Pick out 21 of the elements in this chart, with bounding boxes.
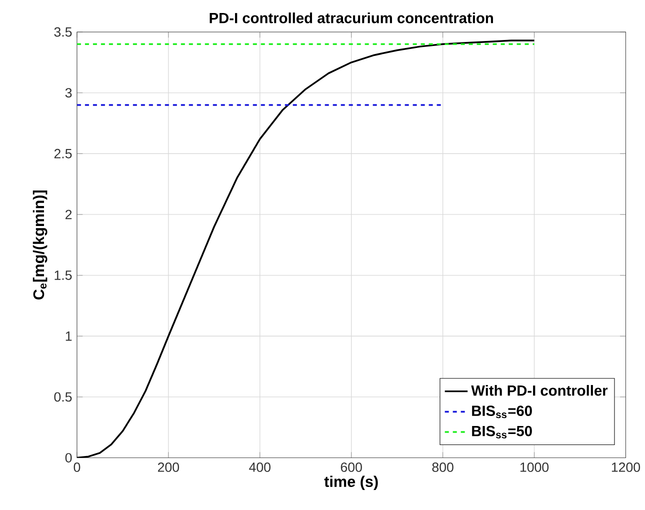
x-tick-label: 800 — [432, 462, 454, 472]
legend-label: BIS$_{ss}$=60 — [472, 406, 532, 418]
y-tick-label: 3 — [65, 88, 72, 98]
x-tick-label: 600 — [340, 462, 362, 472]
legend-label: BIS$_{ss}$=50 — [472, 426, 532, 438]
y-tick-label: 2.5 — [54, 149, 72, 158]
y-tick-label: 1.5 — [54, 270, 72, 280]
legend-label: With PD-I controller — [471, 385, 608, 396]
y-tick-label: 3.5 — [54, 27, 72, 37]
x-tick-label: 1000 — [520, 462, 549, 472]
y-tick-label: 0 — [65, 453, 72, 463]
y-tick-label: 1 — [66, 332, 72, 341]
x-axis-title: time (s) — [324, 476, 378, 490]
y-tick-label: 0.5 — [54, 392, 72, 402]
y-axis-title: C$_{e}$[mg/(kgmin)] — [32, 190, 48, 300]
x-tick-label: 400 — [249, 462, 270, 472]
x-tick-label: 1200 — [612, 462, 640, 472]
x-tick-label: 0 — [74, 462, 80, 472]
x-tick-label: 200 — [158, 462, 180, 472]
chart-title: PD-I controlled atracurium concentration — [210, 12, 493, 24]
y-tick-label: 2 — [66, 210, 72, 220]
